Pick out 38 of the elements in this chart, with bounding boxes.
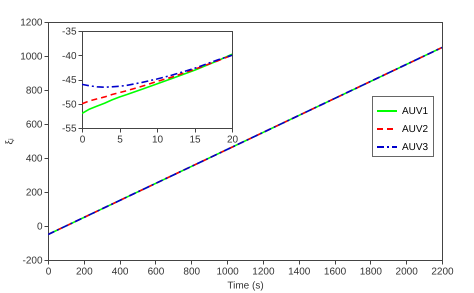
line-series xyxy=(82,54,232,105)
legend-label: AUV1 xyxy=(402,106,429,117)
y-tick-label: 0 xyxy=(36,222,43,232)
x-tick-label: 0 xyxy=(80,134,86,146)
y-tick-label: 400 xyxy=(26,154,43,164)
x-tick-label: 2000 xyxy=(396,266,418,278)
x-tick-label: 20 xyxy=(226,134,238,146)
legend-label: AUV3 xyxy=(402,142,429,153)
x-tick-label: 1400 xyxy=(288,266,311,278)
x-tick-label: 200 xyxy=(76,266,94,278)
x-tick-label: 10 xyxy=(152,134,164,146)
y-tick-label: 1000 xyxy=(20,52,43,62)
x-tick-label: 15 xyxy=(189,134,201,146)
x-tick-label: 1200 xyxy=(252,266,275,278)
y-tick-label: -45 xyxy=(62,75,77,86)
y-tick-label: -40 xyxy=(62,50,77,62)
y-tick-label: 200 xyxy=(26,188,43,198)
line-series xyxy=(82,54,232,88)
x-tick-label: 800 xyxy=(183,266,201,278)
x-tick-label: 1800 xyxy=(360,266,382,278)
legend-label: AUV2 xyxy=(402,124,429,135)
y-tick-label: 1200 xyxy=(20,18,43,28)
y-tick-label: -50 xyxy=(62,99,77,110)
y-tick-label: -200 xyxy=(22,256,43,266)
x-tick-label: 5 xyxy=(117,134,124,146)
line-series xyxy=(82,53,232,114)
y-tick-label: 600 xyxy=(26,120,43,130)
x-tick-label: 1600 xyxy=(324,266,347,278)
x-tick-label: 1000 xyxy=(216,266,240,278)
y-tick-label: 800 xyxy=(26,86,43,96)
x-axis-title: Time (s) xyxy=(227,280,264,292)
y-tick-label: -55 xyxy=(62,124,77,134)
y-tick-label: -35 xyxy=(62,26,77,38)
y-axis-title: ξᵢ xyxy=(4,138,16,145)
x-tick-label: 0 xyxy=(46,266,52,278)
x-tick-label: 600 xyxy=(148,266,165,278)
x-tick-label: 400 xyxy=(112,266,129,278)
x-tick-label: 2200 xyxy=(431,266,454,278)
